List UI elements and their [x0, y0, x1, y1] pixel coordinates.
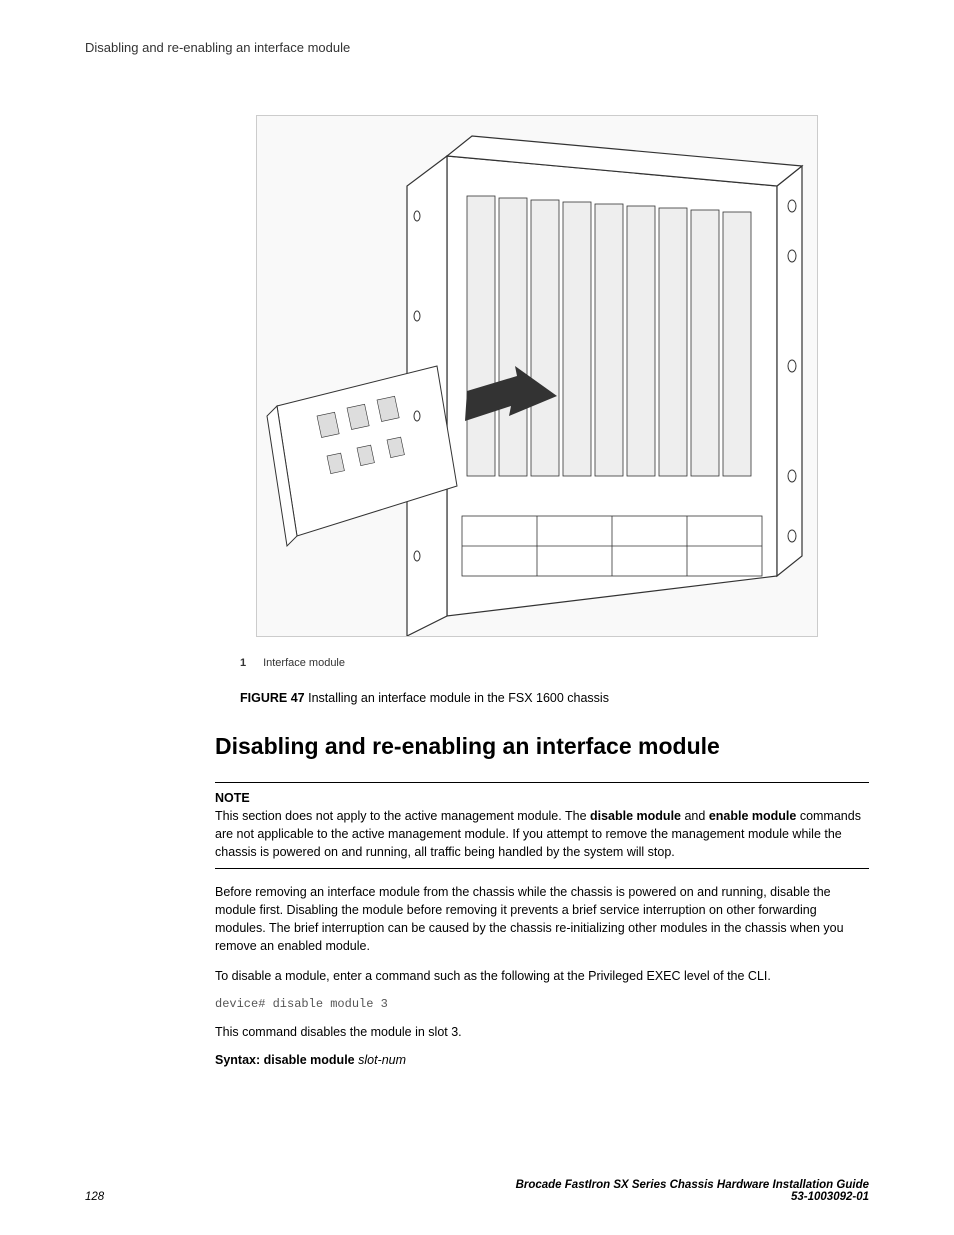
note-block: NOTE This section does not apply to the … — [215, 782, 869, 869]
syntax-label: Syntax: disable module — [215, 1053, 355, 1067]
syntax-line: Syntax: disable module slot-num — [215, 1053, 869, 1067]
chassis-illustration — [256, 115, 818, 637]
figure-label: FIGURE 47 — [240, 691, 305, 705]
note-bold-2: enable module — [709, 809, 797, 823]
page-footer: 128 Brocade FastIron SX Series Chassis H… — [85, 1179, 869, 1203]
note-text-pre: This section does not apply to the activ… — [215, 809, 590, 823]
body-paragraph-3: This command disables the module in slot… — [215, 1023, 869, 1041]
figure-caption: FIGURE 47 Installing an interface module… — [85, 691, 869, 705]
footer-doc-title: Brocade FastIron SX Series Chassis Hardw… — [516, 1179, 869, 1191]
body-paragraph-1: Before removing an interface module from… — [215, 883, 869, 956]
footer-doc-id: 53-1003092-01 — [516, 1191, 869, 1203]
page-number: 128 — [85, 1191, 104, 1203]
syntax-arg: slot-num — [358, 1053, 406, 1067]
body-paragraph-2: To disable a module, enter a command suc… — [215, 967, 869, 985]
figure-area — [85, 115, 869, 637]
figure-caption-text: Installing an interface module in the FS… — [308, 691, 609, 705]
footer-doc-info: Brocade FastIron SX Series Chassis Hardw… — [516, 1179, 869, 1203]
figure-legend: 1 Interface module — [85, 657, 869, 669]
note-label: NOTE — [215, 789, 869, 807]
note-bold-1: disable module — [590, 809, 681, 823]
section-heading: Disabling and re-enabling an interface m… — [85, 733, 869, 760]
note-mid-1: and — [681, 809, 709, 823]
legend-text: Interface module — [263, 657, 345, 669]
running-header: Disabling and re-enabling an interface m… — [85, 40, 869, 55]
chassis-svg — [257, 116, 817, 636]
legend-number: 1 — [240, 657, 260, 669]
code-example: device# disable module 3 — [215, 997, 869, 1011]
